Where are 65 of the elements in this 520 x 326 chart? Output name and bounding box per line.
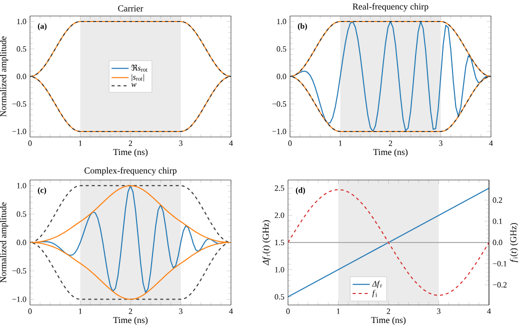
y-tick-label: 0.0 [276,74,286,80]
x-tick-label: 4 [487,308,491,314]
y-tick-label: −0.5 [12,268,26,274]
y-tick-label: 0.5 [274,294,284,300]
x-tick-label: 0 [288,140,292,146]
x-tick-label: 2 [388,140,392,146]
y-tick-label: −0.5 [12,101,26,107]
x-tick-label: 0 [286,308,290,314]
y-tick-label: −1.0 [272,128,286,134]
legend-label: |s$_{rot}$| [132,74,144,82]
y2-axis-title: f$_{i}$(t) (GHz) [510,223,518,262]
annotation: (c) [38,187,46,195]
x-tick-label: 1 [338,140,342,146]
x-tick-label: 4 [489,140,493,146]
y-tick-label: 2.5 [274,185,284,191]
y-tick-label: 1.0 [17,18,26,24]
x-axis-title: Time (ns) [113,148,148,157]
y2-tick-label: −0.2 [492,282,507,288]
x-tick-label: 4 [229,140,233,146]
x-tick-label: 3 [437,308,440,314]
legend-label: ℜs$_{rot}$ [131,64,148,72]
y-tick-label: 0.5 [16,46,26,52]
y-tick-label: 0.5 [276,46,286,52]
x-tick-label: 0 [28,308,32,314]
x-axis-title: Time (ns) [371,316,406,325]
x-tick-label: 1 [78,308,82,314]
y2-tick-label: 0.0 [492,240,502,246]
y-tick-label: 1.0 [17,182,26,188]
y-tick-label: 0.5 [16,211,26,217]
x-tick-label: 1 [78,140,82,146]
y-tick-label: −1.0 [12,296,26,302]
y-axis-title: Normalized amplitude [0,36,8,117]
y-tick-label: 2.0 [274,212,284,218]
y-tick-label: 1.0 [277,18,286,24]
y-tick-label: 0.0 [16,74,26,80]
x-tick-label: 0 [28,140,32,146]
y-tick-label: 1.0 [275,266,284,272]
x-tick-label: 3 [179,308,182,314]
y2-tick-label: −0.1 [492,260,507,266]
y2-tick-label: 0.2 [492,197,502,203]
x-tick-label: 3 [439,140,442,146]
y-tick-label: −1.0 [12,128,26,134]
y-tick-label: 0.0 [16,240,26,246]
x-tick-label: 2 [128,308,132,314]
legend-label: Δf$_{r}$ [372,280,382,288]
legend-label: f$_{i}$ [372,290,377,298]
chart-title: Real-frequency chirp [352,3,428,12]
x-tick-label: 4 [229,308,233,314]
y-tick-label: −0.5 [272,101,286,107]
annotation: (b) [298,23,307,30]
y-tick-label: 1.5 [275,240,284,246]
legend-label: w [131,83,136,87]
chart-title: Complex-frequency chirp [84,167,177,176]
x-tick-label: 1 [336,308,340,314]
x-axis-title: Time (ns) [113,316,148,325]
y2-tick-label: 0.1 [492,218,502,224]
x-axis-title: Time (ns) [373,148,408,157]
y-axis-title: Normalized amplitude [0,202,8,283]
chart-title: Carrier [118,5,144,12]
annotation: (a) [38,23,47,30]
x-tick-label: 2 [128,140,132,146]
annotation: (d) [296,187,305,195]
x-tick-label: 3 [179,140,182,146]
x-tick-label: 2 [386,308,390,314]
y-axis-title: Δf$_{r}$(t) (GHz) [262,220,271,266]
